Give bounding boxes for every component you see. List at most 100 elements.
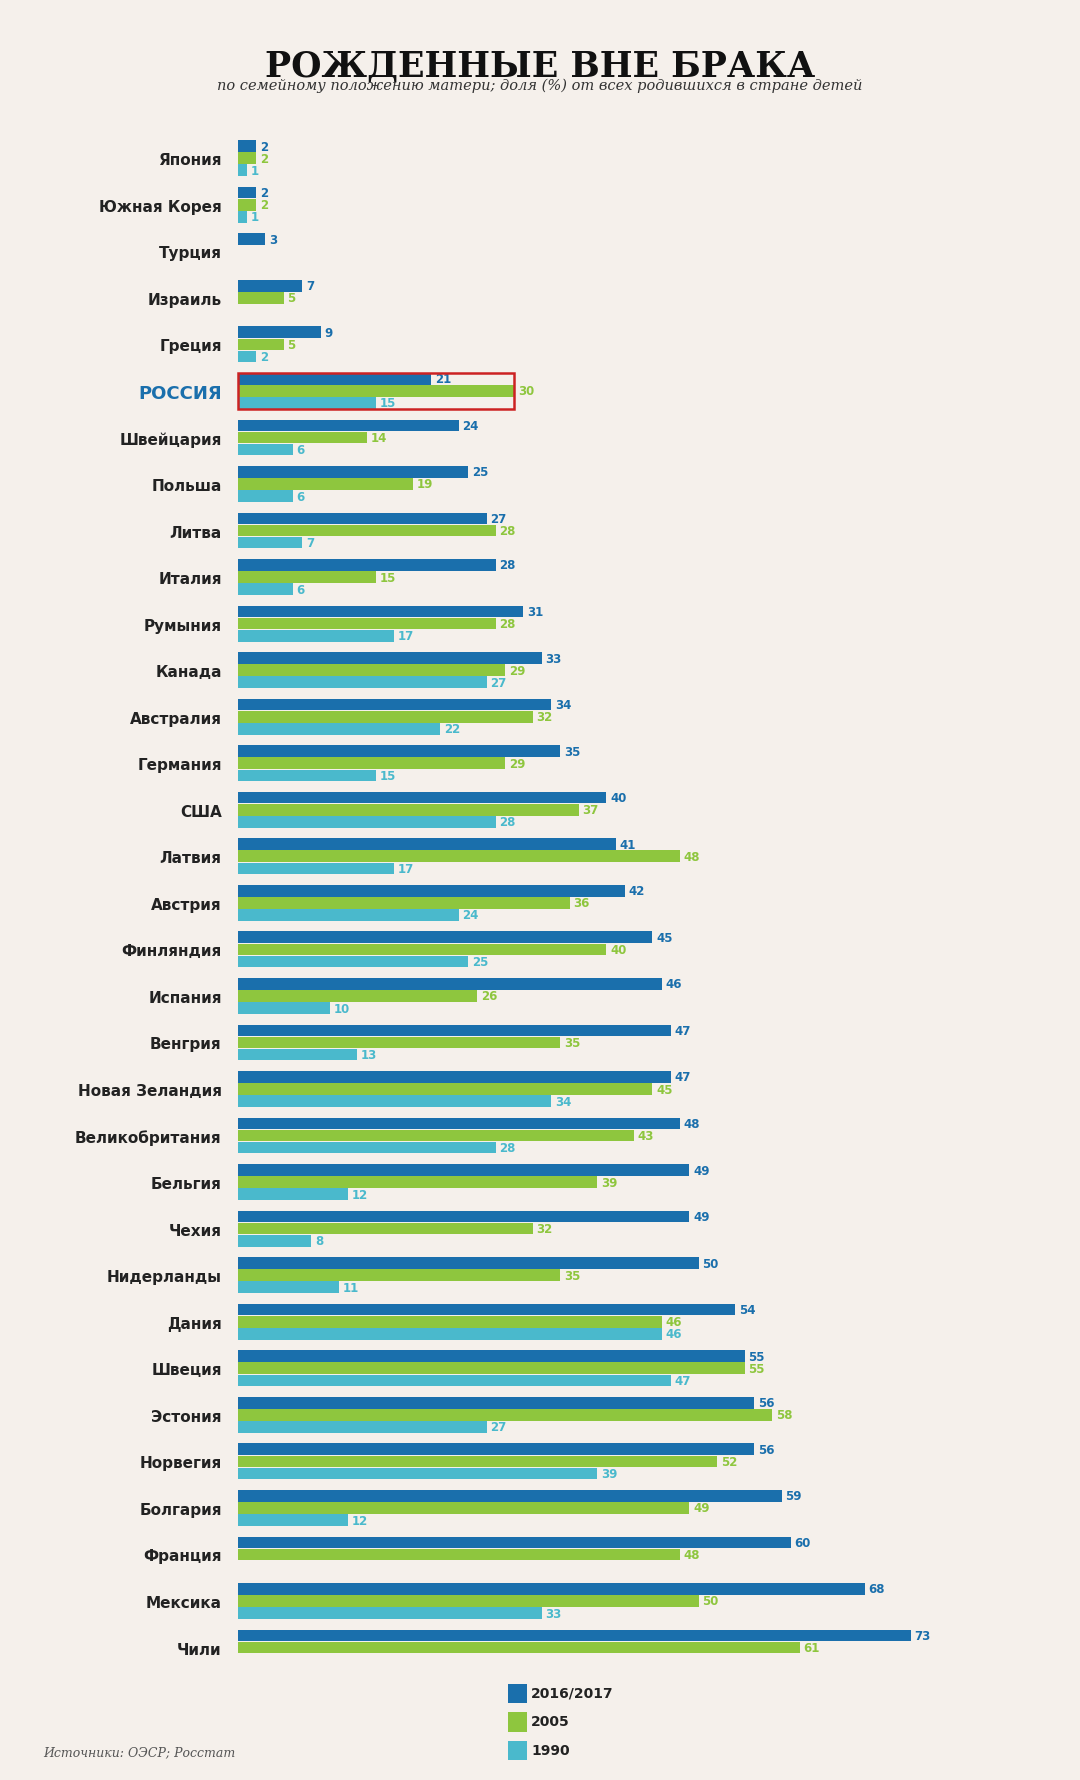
Bar — [238, 1072, 671, 1084]
Bar — [238, 513, 486, 525]
Text: 15: 15 — [379, 397, 396, 409]
Text: 9: 9 — [324, 326, 333, 340]
Bar — [238, 445, 293, 456]
Bar — [238, 584, 293, 596]
Bar — [238, 700, 551, 710]
Text: 2016/2017: 2016/2017 — [531, 1686, 615, 1700]
Bar — [238, 1515, 348, 1525]
Bar — [238, 1607, 542, 1620]
Bar — [238, 374, 514, 409]
Bar — [238, 1084, 652, 1095]
Text: 52: 52 — [720, 1454, 737, 1468]
Bar — [238, 990, 477, 1002]
Text: по семейному положению матери; доля (%) от всех родившихся в стране детей: по семейному положению матери; доля (%) … — [217, 78, 863, 93]
Bar — [238, 1048, 357, 1061]
Bar — [238, 386, 514, 397]
Text: 47: 47 — [675, 1072, 691, 1084]
Bar — [238, 1096, 551, 1107]
Bar — [238, 141, 256, 153]
Bar — [238, 1305, 735, 1315]
Text: 6: 6 — [297, 584, 305, 596]
Bar — [238, 1269, 561, 1282]
Text: 34: 34 — [555, 700, 571, 712]
Bar — [238, 491, 293, 502]
Bar — [238, 1189, 348, 1200]
Bar — [238, 212, 247, 224]
Bar — [238, 187, 256, 199]
Bar — [238, 746, 561, 758]
Bar — [238, 723, 441, 735]
Bar — [238, 1235, 311, 1246]
Text: 58: 58 — [777, 1408, 793, 1422]
Text: 15: 15 — [379, 769, 396, 783]
Bar — [238, 943, 606, 956]
Bar — [238, 1118, 680, 1130]
Text: 7: 7 — [306, 538, 314, 550]
Bar — [238, 676, 486, 689]
Text: 19: 19 — [417, 479, 433, 491]
Text: 73: 73 — [915, 1629, 931, 1641]
Bar — [238, 1210, 689, 1223]
Bar — [238, 420, 459, 433]
Text: 31: 31 — [527, 605, 543, 619]
Bar — [238, 1410, 772, 1420]
Text: 60: 60 — [795, 1536, 811, 1549]
Bar — [238, 666, 505, 676]
Text: 46: 46 — [665, 1315, 681, 1328]
Text: 27: 27 — [490, 1420, 507, 1433]
Text: 50: 50 — [702, 1595, 718, 1607]
Text: 13: 13 — [361, 1048, 377, 1061]
Bar — [238, 933, 652, 943]
Text: 43: 43 — [637, 1130, 654, 1143]
Bar — [238, 1282, 339, 1294]
Bar — [238, 712, 532, 723]
Bar — [238, 630, 394, 643]
Text: 35: 35 — [564, 746, 580, 758]
Bar — [238, 166, 247, 176]
Text: 2: 2 — [259, 141, 268, 153]
Bar — [238, 1002, 329, 1015]
Bar — [238, 1351, 745, 1362]
Text: 25: 25 — [472, 466, 488, 479]
Bar — [238, 1130, 634, 1141]
Bar — [238, 1177, 597, 1189]
Bar — [238, 1641, 800, 1654]
Bar — [238, 1502, 689, 1513]
Text: 1990: 1990 — [531, 1743, 570, 1757]
Bar — [238, 1468, 597, 1479]
Text: 14: 14 — [370, 433, 387, 445]
Bar — [238, 863, 394, 874]
Bar — [238, 1328, 662, 1340]
Text: 28: 28 — [499, 815, 516, 829]
Bar — [238, 1363, 745, 1374]
Bar — [238, 758, 505, 769]
Text: 1: 1 — [251, 212, 258, 224]
Bar — [238, 1536, 791, 1549]
Text: 28: 28 — [499, 1141, 516, 1155]
Text: 55: 55 — [748, 1362, 765, 1374]
Text: 12: 12 — [352, 1187, 368, 1202]
Bar — [238, 1397, 754, 1408]
Bar — [238, 1315, 662, 1328]
Bar — [238, 771, 376, 781]
Bar — [238, 1549, 680, 1561]
Bar — [238, 979, 662, 990]
Bar — [238, 538, 302, 548]
Text: 49: 49 — [693, 1210, 710, 1223]
Text: 42: 42 — [629, 885, 645, 897]
Bar — [238, 607, 524, 618]
Text: 55: 55 — [748, 1349, 765, 1363]
Bar — [238, 466, 468, 479]
Bar — [238, 351, 256, 363]
Bar — [238, 1223, 532, 1235]
Text: 54: 54 — [739, 1303, 756, 1317]
Text: 37: 37 — [582, 805, 598, 817]
Bar — [238, 1164, 689, 1177]
Text: 68: 68 — [868, 1582, 885, 1595]
Text: 10: 10 — [334, 1002, 350, 1015]
Text: 35: 35 — [564, 1036, 580, 1050]
Text: 24: 24 — [462, 910, 478, 922]
Text: 17: 17 — [399, 630, 415, 643]
Text: 17: 17 — [399, 863, 415, 876]
Text: 25: 25 — [472, 956, 488, 968]
